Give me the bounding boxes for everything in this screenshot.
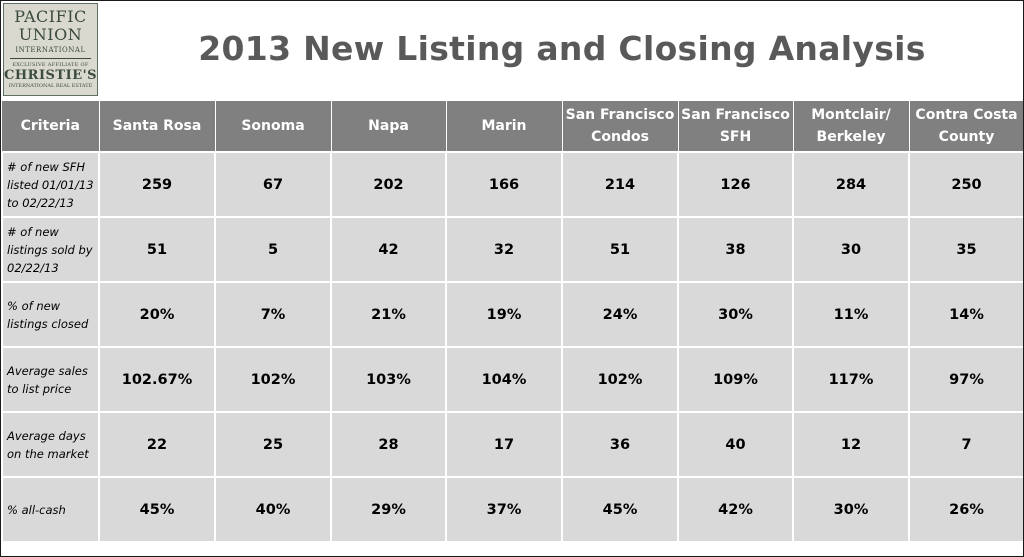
- logo-line-pacific: PACIFIC: [14, 7, 87, 26]
- value-cell: 117%: [792, 346, 910, 413]
- value-cell: 14%: [908, 281, 1023, 348]
- criteria-cell: Average sales to list price: [1, 346, 100, 413]
- value-cell: 11%: [792, 281, 910, 348]
- table-header-row: Criteria Santa Rosa Sonoma Napa Marin San Fra…: [2, 101, 1023, 152]
- column-header: San Francisco Condos: [562, 101, 679, 152]
- value-cell: 22: [98, 411, 216, 478]
- value-cell: 51: [561, 216, 679, 283]
- value-cell: 42%: [677, 476, 794, 543]
- value-cell: 29%: [330, 476, 447, 543]
- value-cell: 17: [445, 411, 563, 478]
- criteria-cell: % all-cash: [1, 476, 100, 543]
- value-cell: 7: [908, 411, 1023, 478]
- column-header: Santa Rosa: [99, 101, 216, 152]
- value-cell: 45%: [561, 476, 679, 543]
- value-cell: 24%: [561, 281, 679, 348]
- value-cell: 250: [908, 151, 1023, 218]
- value-cell: 19%: [445, 281, 563, 348]
- value-cell: 97%: [908, 346, 1023, 413]
- logo-line-christies: CHRISTIE'S: [4, 68, 97, 83]
- logo-line-real-estate: INTERNATIONAL REAL ESTATE: [8, 83, 93, 89]
- table-row: % of new listings closed 20% 7% 21% 19% 24% 30…: [1, 281, 1023, 348]
- table-row: # of new SFH listed 01/01/13 to 02/22/13…: [1, 151, 1023, 218]
- column-header: Napa: [331, 101, 447, 152]
- criteria-cell: % of new listings closed: [1, 281, 100, 348]
- column-header: Contra Costa County: [909, 101, 1023, 152]
- value-cell: 12: [792, 411, 910, 478]
- value-cell: 5: [214, 216, 332, 283]
- value-cell: 103%: [330, 346, 447, 413]
- value-cell: 259: [98, 151, 216, 218]
- logo-line-international: INTERNATIONAL: [15, 46, 86, 54]
- value-cell: 7%: [214, 281, 332, 348]
- value-cell: 36: [561, 411, 679, 478]
- criteria-cell: Average days on the market: [1, 411, 100, 478]
- column-header: Marin: [446, 101, 563, 152]
- criteria-cell: # of new listings sold by 02/22/13: [1, 216, 100, 283]
- logo-line-affiliate: EXCLUSIVE AFFILIATE OF: [12, 62, 89, 68]
- value-cell: 40: [677, 411, 794, 478]
- value-cell: 109%: [677, 346, 794, 413]
- pacific-union-logo: PACIFIC UNION INTERNATIONAL EXCLUSIVE AF…: [3, 3, 98, 96]
- value-cell: 32: [445, 216, 563, 283]
- column-header: San Francisco SFH: [678, 101, 794, 152]
- value-cell: 37%: [445, 476, 563, 543]
- value-cell: 102%: [561, 346, 679, 413]
- page-title: 2013 New Listing and Closing Analysis: [198, 29, 926, 68]
- value-cell: 67: [214, 151, 332, 218]
- value-cell: 30%: [677, 281, 794, 348]
- column-header: Sonoma: [215, 101, 332, 152]
- logo-divider: [10, 58, 91, 59]
- criteria-cell: # of new SFH listed 01/01/13 to 02/22/13: [1, 151, 100, 218]
- analysis-table: Criteria Santa Rosa Sonoma Napa Marin San Fra…: [1, 101, 1023, 543]
- value-cell: 51: [98, 216, 216, 283]
- value-cell: 102%: [214, 346, 332, 413]
- column-header: Montclair/ Berkeley: [793, 101, 910, 152]
- value-cell: 42: [330, 216, 447, 283]
- column-header: Criteria: [2, 101, 100, 152]
- value-cell: 126: [677, 151, 794, 218]
- table-row: # of new listings sold by 02/22/13 51 5 42 3…: [1, 216, 1023, 283]
- value-cell: 104%: [445, 346, 563, 413]
- value-cell: 28: [330, 411, 447, 478]
- value-cell: 38: [677, 216, 794, 283]
- table-row: Average sales to list price 102.67% 102% 10…: [1, 346, 1023, 413]
- value-cell: 26%: [908, 476, 1023, 543]
- value-cell: 21%: [330, 281, 447, 348]
- value-cell: 35: [908, 216, 1023, 283]
- value-cell: 30: [792, 216, 910, 283]
- value-cell: 25: [214, 411, 332, 478]
- value-cell: 40%: [214, 476, 332, 543]
- value-cell: 45%: [98, 476, 216, 543]
- logo-line-union: UNION: [18, 25, 83, 44]
- value-cell: 202: [330, 151, 447, 218]
- value-cell: 102.67%: [98, 346, 216, 413]
- value-cell: 284: [792, 151, 910, 218]
- table-row: % all-cash 45% 40% 29% 37% 45% 42% 30% 26%: [1, 476, 1023, 543]
- value-cell: 30%: [792, 476, 910, 543]
- table-row: Average days on the market 22 25 28 17 36 40 12…: [1, 411, 1023, 478]
- value-cell: 214: [561, 151, 679, 218]
- value-cell: 20%: [98, 281, 216, 348]
- value-cell: 166: [445, 151, 563, 218]
